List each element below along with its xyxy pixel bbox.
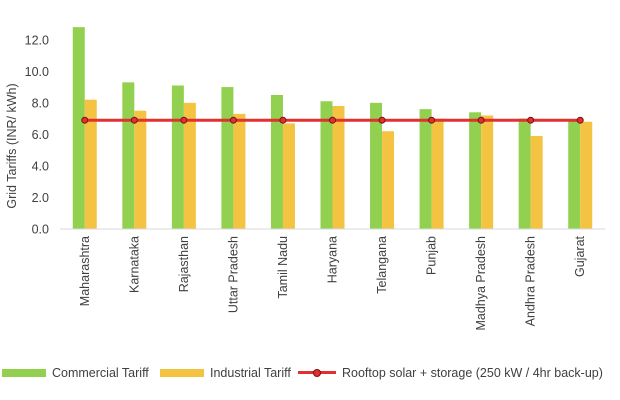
industrial-bar (183, 102, 196, 229)
rooftop-line-marker (378, 116, 386, 124)
legend-swatch-commercial (2, 369, 46, 377)
chart-plot: Grid Tariffs (INR/ kWh) 0.0 2.0 4.0 6.0 8.0 1… (5, 27, 605, 331)
y-axis-ticks: 0.0 2.0 4.0 6.0 8.0 10.0 12.0 (25, 33, 49, 236)
bars (72, 27, 593, 230)
rooftop-line-marker (229, 116, 237, 124)
y-tick-label: 10.0 (25, 65, 49, 79)
y-tick-label: 0.0 (32, 223, 49, 237)
rooftop-line-marker (81, 116, 89, 124)
industrial-bar (134, 110, 147, 229)
x-tick-label: Maharashtra (78, 236, 92, 306)
legend-label-industrial: Industrial Tariff (210, 366, 291, 380)
x-tick-label: Punjab (425, 236, 439, 275)
commercial-bar (270, 94, 283, 230)
industrial-bar (530, 135, 543, 229)
industrial-bar (580, 121, 593, 229)
commercial-bar (568, 120, 581, 229)
y-tick-label: 4.0 (32, 159, 49, 173)
legend-line-marker (313, 369, 321, 377)
x-tick-label: Gujarat (573, 235, 587, 277)
x-tick-label: Andhra Pradesh (524, 236, 538, 326)
industrial-bar (332, 106, 345, 229)
industrial-bar (431, 118, 444, 229)
x-tick-label: Tamil Nadu (276, 236, 290, 299)
y-tick-label: 2.0 (32, 191, 49, 205)
rooftop-line-marker (329, 116, 336, 124)
x-tick-label: Madhya Pradesh (474, 236, 488, 331)
x-tick-label: Telangana (375, 236, 389, 294)
commercial-bar (419, 109, 432, 229)
legend-swatch-industrial (160, 369, 204, 377)
rooftop-line-marker (130, 116, 138, 124)
rooftop-line-marker (180, 116, 188, 124)
legend-line-rooftop (298, 369, 336, 377)
y-tick-label: 8.0 (32, 96, 49, 110)
x-tick-label: Uttar Pradesh (226, 236, 240, 313)
x-tick-label: Karnataka (127, 236, 141, 293)
legend-label-rooftop: Rooftop solar + storage (250 kW / 4hr ba… (342, 366, 603, 380)
commercial-bar (320, 101, 333, 229)
commercial-bar (221, 87, 234, 229)
commercial-bar (72, 27, 85, 230)
industrial-bar (481, 115, 494, 229)
legend-item-rooftop: Rooftop solar + storage (250 kW / 4hr ba… (298, 362, 603, 384)
legend-label-commercial: Commercial Tariff (52, 366, 149, 380)
rooftop-solar-line (81, 116, 584, 124)
y-axis-title: Grid Tariffs (INR/ kWh) (5, 83, 19, 208)
commercial-bar (469, 112, 482, 229)
rooftop-line-marker (428, 116, 436, 124)
legend-item-industrial: Industrial Tariff (160, 362, 291, 384)
commercial-bar (122, 82, 135, 229)
industrial-bar (382, 131, 395, 229)
legend: Commercial Tariff Industrial Tariff Roof… (0, 362, 620, 384)
rooftop-line-marker (477, 116, 485, 124)
commercial-bar (171, 85, 184, 229)
y-tick-label: 12.0 (25, 33, 49, 47)
industrial-bar (233, 113, 246, 229)
rooftop-line-marker (527, 116, 535, 124)
rooftop-line-marker (279, 116, 287, 124)
commercial-bar (370, 102, 383, 229)
x-tick-label: Haryana (326, 236, 340, 283)
legend-item-commercial: Commercial Tariff (2, 362, 149, 384)
rooftop-line-marker (576, 116, 584, 124)
x-axis-ticks: Maharashtra Karnataka Rajasthan Uttar Prade… (78, 235, 587, 330)
y-tick-label: 6.0 (32, 128, 49, 142)
x-tick-label: Rajasthan (177, 236, 191, 292)
industrial-bar (84, 99, 97, 229)
industrial-bar (282, 123, 295, 229)
commercial-bar (518, 118, 531, 229)
